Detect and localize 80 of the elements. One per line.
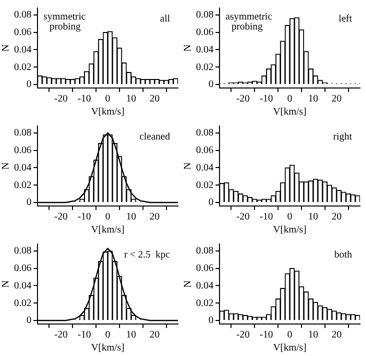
- x-tick-label: -20: [54, 212, 68, 223]
- x-tick-label: -10: [260, 212, 274, 223]
- y-tick-label: 0.06: [196, 26, 214, 38]
- x-axis-title: V[km/s]: [91, 224, 124, 236]
- annotation: asymmetric probing: [226, 12, 273, 33]
- x-tick-label: -10: [78, 330, 92, 341]
- y-tick-label: 0.08: [14, 10, 32, 21]
- y-tick-label: 0.08: [196, 10, 214, 21]
- x-axis-title: V[km/s]: [273, 224, 306, 236]
- y-tick-label: 0.08: [14, 128, 32, 139]
- y-tick-label: 0.02: [14, 62, 32, 73]
- x-axis-title: V[km/s]: [273, 342, 306, 354]
- y-tick-label: 0: [26, 79, 32, 90]
- y-tick-label: 0.04: [196, 280, 214, 292]
- x-tick-label: 0: [287, 94, 292, 105]
- y-tick-label: 0.06: [196, 262, 214, 274]
- x-tick-label: -20: [54, 94, 68, 105]
- y-tick-label: 0.02: [196, 298, 214, 309]
- y-tick-label: 0.04: [14, 44, 32, 56]
- y-tick-label: 0.02: [14, 180, 32, 191]
- y-tick-label: 0: [208, 315, 214, 326]
- x-tick-label: -10: [78, 94, 92, 105]
- x-tick-label: -20: [236, 212, 250, 223]
- y-tick-label: 0: [208, 197, 214, 208]
- y-tick-label: 0: [26, 197, 32, 208]
- y-tick-label: 0.08: [14, 246, 32, 257]
- annotation: r < 2.5 kpc: [124, 250, 171, 261]
- y-tick-label: 0.02: [196, 180, 214, 191]
- x-tick-label: 0: [287, 330, 292, 341]
- x-tick-label: 0: [105, 94, 110, 105]
- y-tick-label: 0.04: [196, 44, 214, 56]
- y-tick-label: 0.04: [196, 162, 214, 174]
- y-axis-title: N: [0, 280, 12, 288]
- annotation: symmetric probing: [44, 12, 86, 33]
- x-tick-label: 10: [126, 330, 136, 341]
- y-tick-label: 0.02: [14, 298, 32, 309]
- x-tick-label: 20: [150, 94, 160, 105]
- y-axis-title: N: [182, 44, 194, 52]
- annotation: left: [338, 14, 352, 25]
- y-tick-label: 0.06: [196, 144, 214, 156]
- x-tick-label: 20: [332, 212, 342, 223]
- x-tick-label: 10: [308, 212, 318, 223]
- y-tick-label: 0.06: [14, 144, 32, 156]
- y-tick-label: 0.06: [14, 262, 32, 274]
- annotation: both: [334, 250, 352, 261]
- y-tick-label: 0: [26, 315, 32, 326]
- x-tick-label: -20: [54, 330, 68, 341]
- x-tick-label: 20: [332, 94, 342, 105]
- annotation: right: [333, 132, 352, 143]
- y-tick-label: 0.04: [14, 162, 32, 174]
- y-axis-title: N: [182, 280, 194, 288]
- y-axis-title: N: [0, 162, 12, 170]
- x-axis-title: V[km/s]: [91, 106, 124, 118]
- x-tick-label: -10: [260, 94, 274, 105]
- x-tick-label: -20: [236, 94, 250, 105]
- y-axis-title: N: [182, 162, 194, 170]
- y-tick-label: 0.02: [196, 62, 214, 73]
- x-tick-label: 0: [287, 212, 292, 223]
- annotation: cleaned: [139, 132, 170, 143]
- x-tick-label: 10: [126, 212, 136, 223]
- x-tick-label: 0: [105, 330, 110, 341]
- y-tick-label: 0: [208, 79, 214, 90]
- annotation: all: [160, 14, 170, 25]
- y-axis-title: N: [0, 44, 12, 52]
- y-tick-label: 0.08: [196, 128, 214, 139]
- y-tick-label: 0.06: [14, 26, 32, 38]
- x-tick-label: 20: [332, 330, 342, 341]
- x-axis-title: V[km/s]: [91, 342, 124, 354]
- y-tick-label: 0.08: [196, 246, 214, 257]
- x-tick-label: -10: [260, 330, 274, 341]
- x-tick-label: -20: [236, 330, 250, 341]
- x-tick-label: 10: [308, 94, 318, 105]
- x-tick-label: 10: [308, 330, 318, 341]
- x-axis-title: V[km/s]: [273, 106, 306, 118]
- x-tick-label: 20: [150, 330, 160, 341]
- x-tick-label: 20: [150, 212, 160, 223]
- y-tick-label: 0.04: [14, 280, 32, 292]
- x-tick-label: 10: [126, 94, 136, 105]
- x-tick-label: -10: [78, 212, 92, 223]
- x-tick-label: 0: [105, 212, 110, 223]
